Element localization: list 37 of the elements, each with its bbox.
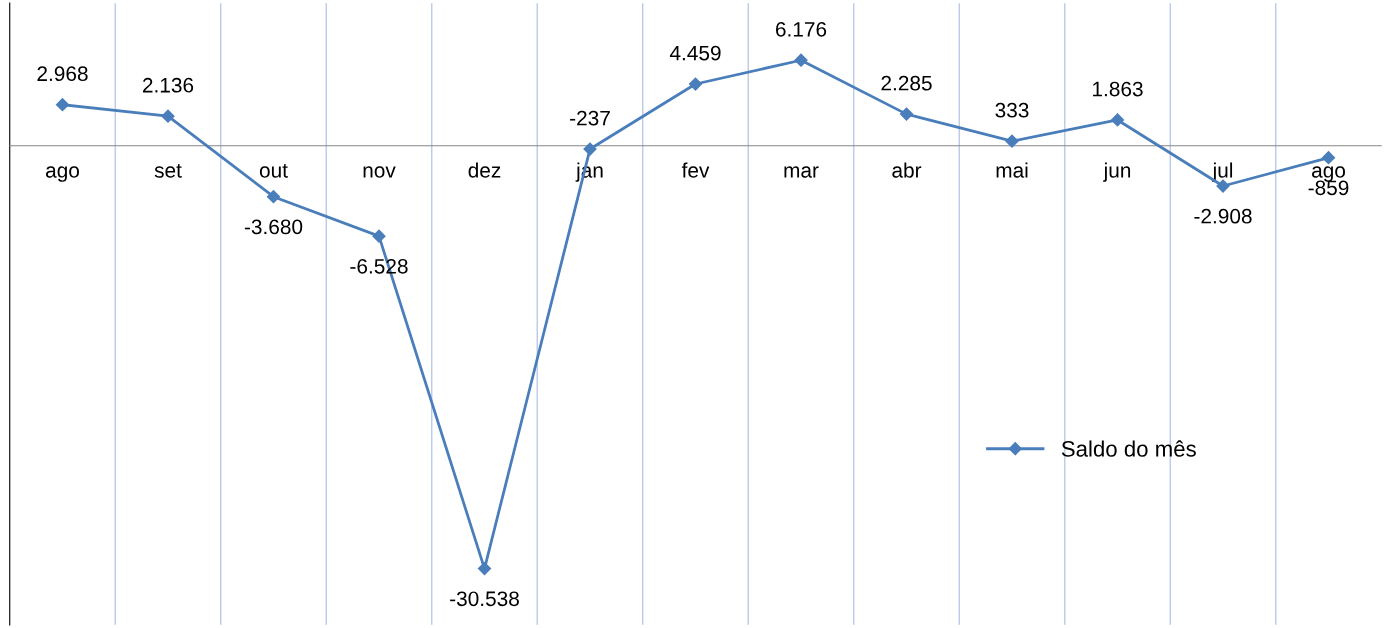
point [794, 53, 808, 67]
x-tick-label: jun [1103, 162, 1131, 182]
legend-label: Saldo do mês [1061, 440, 1196, 457]
point [1005, 134, 1019, 148]
x-tick-label: mai [996, 162, 1028, 178]
point [372, 229, 386, 243]
point [477, 562, 492, 576]
point [1321, 151, 1336, 165]
x-tick-label: out [259, 164, 288, 178]
data-label: 4.459 [669, 45, 721, 61]
point [899, 107, 914, 121]
data-label: 2.285 [881, 75, 932, 91]
point [161, 109, 175, 123]
x-tick-label: dez [468, 162, 501, 178]
data-label: 2.968 [37, 66, 88, 82]
data-label: -30.538 [450, 591, 519, 607]
x-tick-label: fev [681, 162, 710, 178]
x-tick-label: mar [784, 166, 819, 178]
data-label: 6.176 [776, 21, 827, 37]
x-tick-label: set [154, 164, 182, 178]
x-tick-label: nov [363, 166, 396, 178]
data-label: -237 [570, 110, 610, 126]
point [1110, 113, 1125, 127]
data-label: 1.863 [1093, 81, 1143, 97]
data-label: -2.908 [1194, 208, 1252, 224]
data-label: 2.136 [142, 77, 194, 93]
point [583, 142, 597, 156]
x-tick-label: ago [46, 166, 79, 182]
x-tick-label: ago [1312, 166, 1346, 182]
point [688, 77, 703, 91]
data-label: 333 [995, 102, 1029, 118]
data-label: -3.680 [244, 219, 303, 235]
x-tick-label: abr [892, 162, 922, 178]
x-tick-label: jul [1212, 162, 1233, 182]
point [266, 190, 281, 204]
point [55, 98, 70, 112]
data-label: -859 [1308, 180, 1349, 196]
